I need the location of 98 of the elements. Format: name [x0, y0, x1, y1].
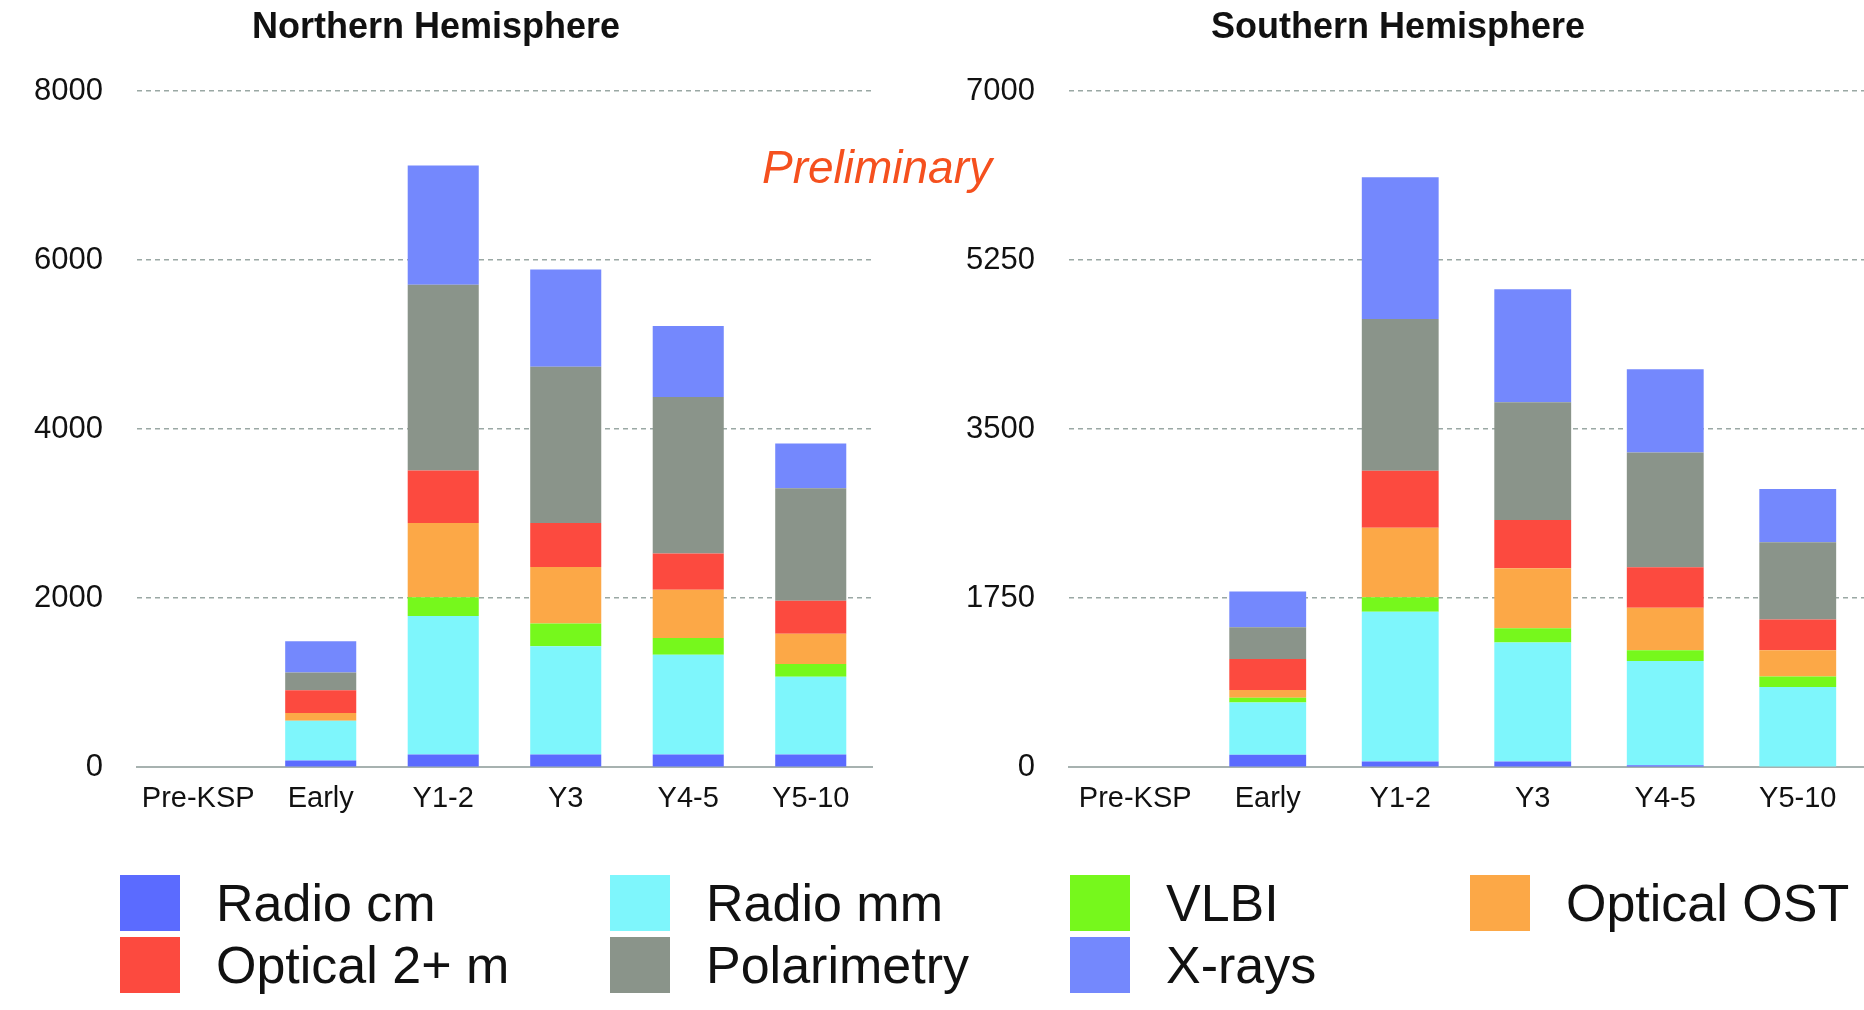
bar [652, 654, 724, 755]
bar [1626, 650, 1704, 661]
bar [775, 754, 847, 767]
x-tick-label: Early [1234, 780, 1302, 813]
y-tick-label: 6000 [33, 240, 103, 276]
bar [530, 623, 602, 647]
bar [530, 523, 602, 567]
bar [1494, 519, 1572, 569]
bar [1229, 702, 1307, 755]
bar [285, 641, 357, 673]
bar [1361, 597, 1439, 612]
bar [1361, 761, 1439, 767]
y-tick-label: 5250 [965, 240, 1035, 276]
bar [285, 690, 357, 714]
bar [1759, 542, 1837, 620]
bar [1626, 369, 1704, 453]
x-tick-label: Y4-5 [1634, 780, 1696, 813]
y-tick-label: 2000 [33, 578, 103, 614]
bar [1626, 452, 1704, 568]
bar [775, 600, 847, 634]
bar [407, 284, 479, 471]
legend-label: Radio mm [706, 874, 943, 932]
x-tick-label: Y3 [547, 780, 584, 813]
bar [652, 589, 724, 638]
legend-label: Polarimetry [706, 936, 969, 994]
y-tick-label: 4000 [33, 409, 103, 445]
chart-title: Northern Hemisphere [251, 4, 621, 46]
bar [285, 760, 357, 767]
x-tick-label: Y5-10 [772, 780, 850, 813]
x-tick-label: Y4-5 [657, 780, 719, 813]
bar [1229, 754, 1307, 767]
bar [285, 713, 357, 721]
bar [1361, 470, 1439, 528]
legend-label: Optical OST [1566, 874, 1850, 932]
x-tick-label: Pre-KSP [141, 780, 255, 813]
legend-label: VLBI [1166, 874, 1279, 932]
bar [407, 615, 479, 755]
bar [775, 443, 847, 489]
legend-label: Optical 2+ m [216, 936, 510, 994]
bar [285, 672, 357, 691]
bar [1626, 660, 1704, 766]
bar [1494, 761, 1572, 767]
bar [1759, 650, 1837, 677]
legend-label: Radio cm [216, 874, 436, 932]
bar [285, 720, 357, 761]
x-tick-label: Y1-2 [412, 780, 474, 813]
y-tick-label: 3500 [965, 409, 1035, 445]
bar [775, 633, 847, 665]
bar [775, 676, 847, 755]
bar [407, 754, 479, 767]
annotation: Preliminary [761, 140, 992, 194]
legend-label: X-rays [1166, 936, 1317, 994]
bar [407, 165, 479, 285]
chart-title: Southern Hemisphere [1210, 4, 1586, 46]
bar [775, 664, 847, 677]
bar [530, 366, 602, 523]
bar [407, 523, 479, 598]
x-tick-label: Pre-KSP [1078, 780, 1192, 813]
bar [1759, 489, 1837, 543]
bar [1494, 402, 1572, 520]
x-tick-label: Y1-2 [1369, 780, 1431, 813]
x-tick-label: Y5-10 [1759, 780, 1837, 813]
bar [1229, 627, 1307, 660]
bar [407, 597, 479, 616]
bar [530, 566, 602, 624]
x-tick-label: Y3 [1514, 780, 1551, 813]
bar [1626, 567, 1704, 608]
bar [1759, 676, 1837, 688]
bar [530, 269, 602, 367]
bar [775, 488, 847, 601]
bar [1626, 607, 1704, 651]
bar [1494, 568, 1572, 629]
bar [652, 397, 724, 554]
bar [652, 754, 724, 767]
bar [530, 754, 602, 767]
bar [652, 326, 724, 398]
bar [407, 470, 479, 523]
bar [530, 646, 602, 755]
bar [652, 553, 724, 590]
y-tick-label: 8000 [33, 71, 103, 107]
y-tick-label: 0 [85, 747, 103, 783]
bar [1494, 289, 1572, 403]
bar [1759, 687, 1837, 767]
bar [652, 637, 724, 655]
bar [1229, 659, 1307, 690]
bar [1494, 628, 1572, 643]
bar [1361, 527, 1439, 598]
y-tick-label: 0 [1017, 747, 1035, 783]
x-tick-label: Early [287, 780, 355, 813]
bar [1361, 319, 1439, 471]
y-tick-label: 1750 [965, 578, 1035, 614]
bar [1759, 619, 1837, 651]
y-tick-label: 7000 [965, 71, 1035, 107]
bar [1361, 611, 1439, 762]
bar [1361, 177, 1439, 320]
bar [1494, 642, 1572, 762]
bar [1229, 591, 1307, 628]
bar [1229, 689, 1307, 698]
